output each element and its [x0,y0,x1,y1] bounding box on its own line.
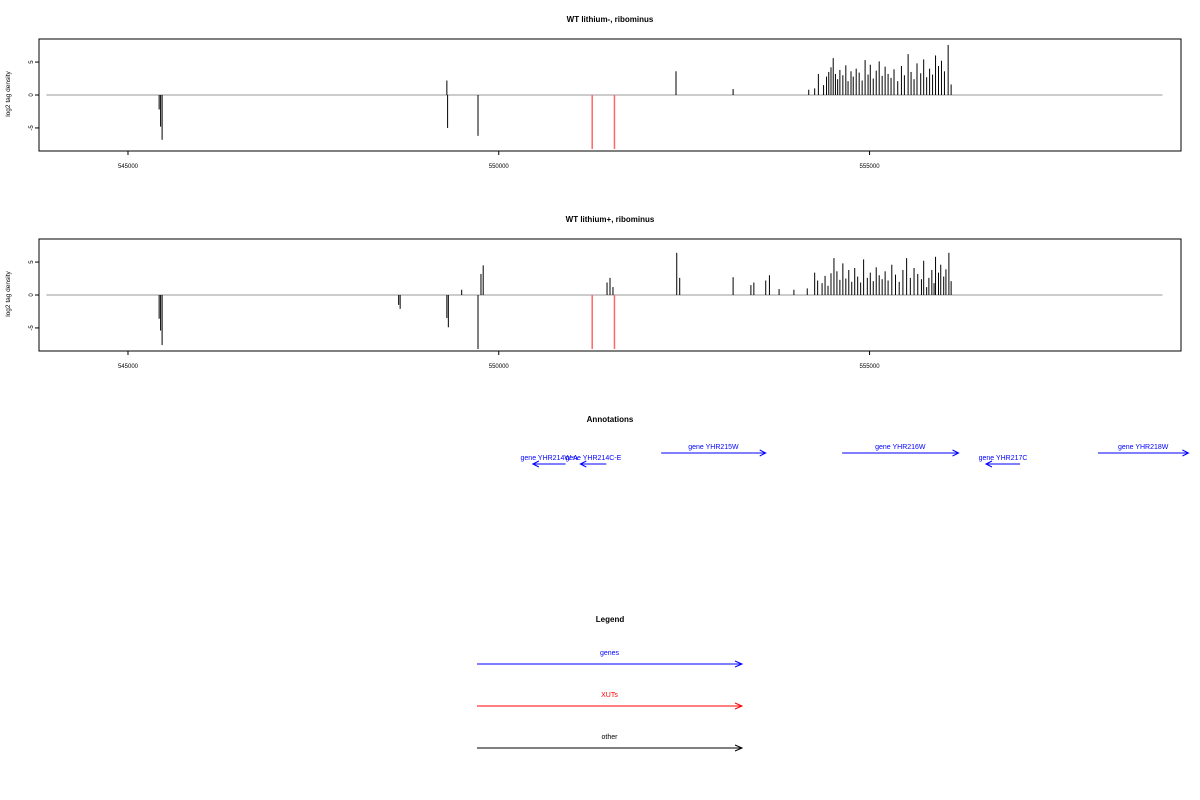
y-axis-label: log2 tag density [5,70,12,116]
legend-item: XUTs [477,692,744,710]
annotations-title: Annotations [587,415,634,424]
gene-annotation: gene YHR216W [842,444,960,457]
x-axis: 545000 550000 555000 [118,351,880,370]
gene-annotation: gene YHR215W [661,444,767,457]
y-tick-label: -5 [29,125,35,131]
x-tick-label: 545000 [118,364,139,370]
gene-annotation: gene YHR214W-A [521,455,579,468]
density-bars [46,44,1163,150]
y-axis: 5 0 -5 [29,60,39,131]
gene-label: gene YHR218W [1118,444,1169,451]
gene-label: gene YHR217C [979,455,1028,462]
gene-arrow-head [1182,449,1190,457]
chart-panel-lithium-plus: WT lithium+, ribominus log2 tag density … [5,215,1182,370]
gene-annotation: gene YHR218W [1097,444,1190,457]
gene-label: gene YHR214C-E [565,455,621,462]
gene-label: gene YHR214W-A [521,455,579,462]
legend-item: other [477,734,744,752]
legend-label: XUTs [601,692,618,699]
y-axis-label: log2 tag density [5,270,12,316]
gene-label: gene YHR216W [875,444,926,451]
legend-arrow-head [734,702,744,710]
legend-label: other [602,734,619,741]
x-tick-label: 555000 [860,164,881,170]
x-tick-label: 550000 [489,164,510,170]
gene-label: gene YHR215W [688,444,739,451]
y-tick-label: 0 [29,93,35,97]
legend-arrow-head [734,744,744,752]
legend-arrow-head [734,660,744,668]
gene-arrow-head [531,460,540,468]
y-tick-label: 0 [29,293,35,297]
chart-title: WT lithium-, ribominus [567,15,654,24]
gene-annotation: gene YHR217C [979,455,1028,468]
gene-arrow-head [984,460,993,468]
legend-title: Legend [596,615,625,624]
y-tick-label: 5 [29,60,35,64]
gene-arrow-head [952,449,960,457]
density-bars [46,252,1163,350]
legend: Legend genes XUTs other [477,615,744,752]
y-tick-label: 5 [29,260,35,264]
x-tick-label: 545000 [118,164,139,170]
gene-arrow-head [579,460,587,468]
y-axis: 5 0 -5 [29,260,39,331]
y-tick-label: -5 [29,325,35,331]
legend-item: genes [477,650,744,668]
x-tick-label: 555000 [860,364,881,370]
gene-arrow-head [759,449,767,457]
gene-annotation: gene YHR214C-E [565,455,622,468]
x-axis: 545000 550000 555000 [118,151,880,170]
x-tick-label: 550000 [489,364,510,370]
legend-label: genes [600,650,620,657]
legend-items: genes XUTs other [477,650,744,752]
chart-panel-lithium-minus: WT lithium-, ribominus log2 tag density … [5,15,1182,170]
chart-title: WT lithium+, ribominus [566,215,655,224]
